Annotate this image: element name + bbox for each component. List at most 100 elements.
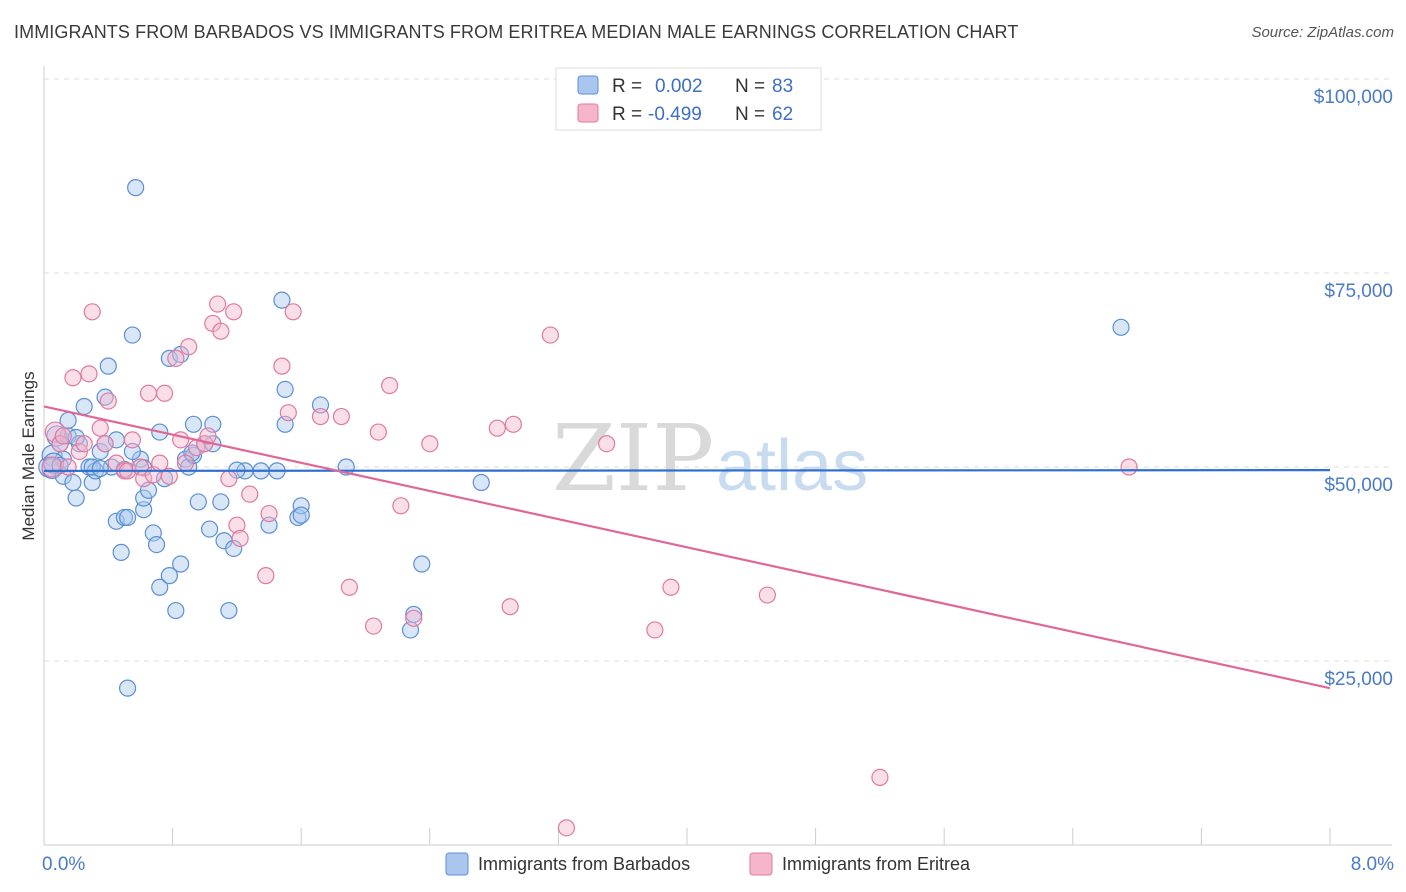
eritrea-point-44 — [311, 407, 330, 426]
eritrea-point-34 — [220, 470, 238, 488]
barbados-point-26 — [118, 679, 137, 697]
eritrea-point-47 — [364, 617, 383, 635]
eritrea-point-24 — [167, 349, 185, 367]
barbados-point-40 — [167, 601, 185, 620]
eritrea-point-8 — [80, 365, 98, 383]
watermark-atlas: atlas — [716, 426, 868, 506]
eritrea-point-12 — [99, 392, 117, 410]
series-eritrea-points — [41, 295, 1138, 837]
barbados-point-34 — [147, 535, 166, 554]
barbados-point-79 — [123, 442, 142, 461]
eritrea-point-59 — [662, 578, 680, 596]
eritrea-point-36 — [228, 516, 246, 534]
eritrea-point-61 — [871, 768, 889, 787]
barbados-point-69 — [405, 605, 423, 624]
barbados-point-38 — [160, 567, 178, 585]
barbados-point-66 — [311, 396, 330, 414]
y-tick-labels: $100,000 $75,000 $50,000 $25,000 — [1314, 87, 1393, 690]
legend-r-value-2: -0.499 — [648, 104, 702, 125]
eritrea-point-53 — [488, 419, 506, 437]
eritrea-point-9 — [83, 303, 101, 321]
eritrea-point-43 — [284, 303, 302, 321]
x-tick-label-max: 8.0% — [1351, 854, 1394, 875]
eritrea-point-22 — [155, 384, 174, 402]
eritrea-point-23 — [160, 467, 178, 485]
barbados-point-77 — [91, 459, 109, 478]
eritrea-point-63 — [1120, 458, 1138, 476]
eritrea-trend-line — [43, 405, 1331, 690]
eritrea-point-37 — [231, 529, 249, 547]
eritrea-point-26 — [176, 454, 195, 472]
eritrea-point-62 — [557, 819, 576, 837]
eritrea-point-35 — [225, 303, 243, 321]
barbados-point-70 — [413, 555, 431, 573]
eritrea-point-0 — [41, 456, 63, 478]
eritrea-point-21 — [151, 454, 169, 472]
barbados-point-10 — [67, 489, 85, 507]
eritrea-point-45 — [332, 407, 350, 426]
barbados-point-21 — [107, 512, 125, 530]
eritrea-point-38 — [241, 485, 259, 503]
barbados-point-60 — [273, 291, 291, 309]
eritrea-point-58 — [646, 621, 664, 639]
eritrea-point-54 — [501, 598, 519, 616]
eritrea-point-50 — [392, 497, 410, 515]
eritrea-point-33 — [212, 322, 230, 340]
barbados-point-46 — [184, 415, 203, 433]
top-legend: R = 0.002 N = 83 R = -0.499 N = 62 — [555, 67, 822, 131]
y-tick-label-1: $75,000 — [1324, 281, 1393, 302]
eritrea-point-16 — [123, 431, 142, 449]
bottom-legend-swatch-eritrea — [749, 852, 773, 876]
eritrea-point-7 — [75, 435, 93, 453]
bottom-legend-swatch-barbados — [445, 852, 469, 876]
bottom-legend: Immigrants from Barbados Immigrants from… — [445, 852, 971, 876]
eritrea-point-11 — [96, 435, 114, 453]
barbados-point-19 — [99, 357, 117, 375]
barbados-point-9 — [64, 473, 82, 492]
eritrea-point-52 — [421, 435, 439, 453]
eritrea-point-4 — [59, 458, 77, 476]
eritrea-point-10 — [91, 419, 109, 437]
eritrea-point-5 — [64, 369, 82, 387]
barbados-point-65 — [292, 506, 310, 524]
legend-n-label-2: N = — [735, 104, 765, 125]
barbados-point-52 — [212, 493, 230, 511]
legend-r-label-2: R = — [612, 104, 642, 125]
barbados-point-49 — [200, 520, 219, 538]
trend-lines — [43, 405, 1331, 690]
eritrea-point-46 — [340, 578, 359, 596]
legend-n-value-2: 62 — [772, 104, 793, 125]
barbados-point-61 — [276, 380, 294, 398]
eritrea-point-27 — [180, 338, 198, 356]
eritrea-point-48 — [369, 423, 387, 441]
barbados-point-81 — [183, 444, 201, 462]
barbados-trend-line — [43, 469, 1331, 472]
barbados-point-54 — [220, 601, 238, 620]
barbados-point-12 — [75, 397, 93, 416]
legend-swatch-barbados — [577, 75, 599, 95]
eritrea-point-56 — [541, 326, 559, 344]
eritrea-point-60 — [758, 586, 776, 604]
chart-title: IMMIGRANTS FROM BARBADOS VS IMMIGRANTS F… — [14, 22, 1019, 42]
eritrea-point-57 — [598, 435, 616, 453]
legend-swatch-eritrea — [577, 103, 599, 123]
eritrea-point-3 — [54, 427, 72, 445]
legend-r-value-1: 0.002 — [655, 76, 703, 97]
y-tick-label-2: $50,000 — [1324, 475, 1393, 496]
barbados-point-55 — [225, 539, 243, 558]
watermark-zip: ZIP — [552, 405, 714, 512]
barbados-point-39 — [160, 349, 178, 367]
barbados-point-27 — [123, 326, 142, 344]
eritrea-point-51 — [405, 609, 423, 627]
barbados-point-41 — [172, 555, 190, 573]
barbados-point-71 — [472, 473, 490, 492]
bottom-legend-label-eritrea: Immigrants from Eritrea — [782, 854, 971, 874]
grid-lines — [44, 78, 1392, 662]
y-tick-label-3: $25,000 — [1324, 669, 1393, 690]
legend-n-value-1: 83 — [772, 76, 793, 97]
barbados-point-72 — [1112, 318, 1130, 336]
eritrea-point-19 — [139, 384, 158, 402]
barbados-point-64 — [292, 497, 310, 515]
eritrea-point-42 — [279, 404, 297, 422]
barbados-point-30 — [135, 501, 153, 519]
